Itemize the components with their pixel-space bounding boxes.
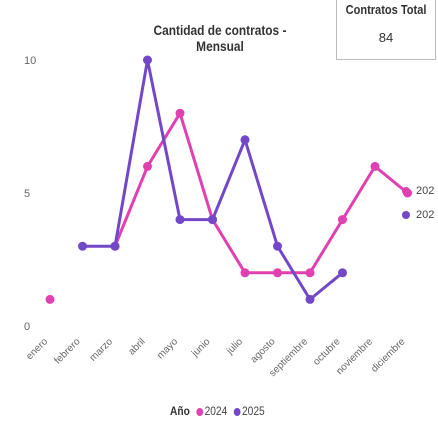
x-tick-label: junio bbox=[189, 336, 213, 360]
legend-dot-2024 bbox=[196, 407, 203, 416]
data-point-2024 bbox=[240, 268, 250, 278]
data-point-2024 bbox=[338, 215, 347, 225]
legend-label-2025: 2025 bbox=[242, 404, 265, 418]
legend-dot-2025 bbox=[233, 407, 241, 416]
y-tick-label: 0 bbox=[24, 321, 30, 333]
legend-label-2024: 2024 bbox=[204, 404, 228, 418]
data-point-2024 bbox=[370, 161, 380, 171]
data-point-2025 bbox=[305, 294, 315, 304]
data-point-2024 bbox=[143, 161, 152, 171]
data-point-2025 bbox=[240, 135, 250, 145]
data-point-2024 bbox=[273, 268, 282, 278]
data-point-2025 bbox=[273, 241, 282, 251]
right-legend-label-2: 202 bbox=[416, 209, 435, 221]
chart-legend: Año 2024 2025 bbox=[170, 404, 265, 418]
data-point-2024 bbox=[175, 108, 185, 118]
x-tick-label: julio bbox=[224, 336, 245, 357]
right-legend-label-1: 202 bbox=[416, 185, 435, 197]
data-point-2025 bbox=[143, 55, 152, 65]
data-point-2025 bbox=[175, 215, 185, 225]
series-line-2025 bbox=[82, 58, 344, 301]
data-point-2025 bbox=[78, 241, 87, 251]
y-tick-label: 10 bbox=[24, 55, 36, 67]
x-tick-label: mayo bbox=[155, 336, 180, 361]
legend-title: Año bbox=[170, 404, 190, 418]
kpi-value: 84 bbox=[378, 30, 394, 45]
chart-title: Cantidad de contratos - Mensual bbox=[153, 22, 287, 54]
x-tick-label: diciembre bbox=[369, 336, 408, 375]
x-tick-label: enero bbox=[24, 336, 50, 362]
x-tick-label: agosto bbox=[249, 336, 278, 365]
right-legend-item-2: 202 bbox=[402, 209, 434, 221]
data-point-2025 bbox=[338, 268, 347, 278]
kpi-label: Contratos Total bbox=[345, 2, 427, 17]
x-tick-label: marzo bbox=[88, 336, 116, 364]
x-tick-label: octubre bbox=[311, 336, 343, 368]
x-tick-label: abril bbox=[126, 336, 147, 357]
data-point-2025 bbox=[208, 215, 217, 225]
kpi-card: Contratos Total 84 bbox=[336, 0, 436, 60]
right-legend-item-1: 202 bbox=[402, 185, 434, 197]
y-tick-label: 5 bbox=[24, 188, 30, 200]
x-tick-label: febrero bbox=[52, 336, 82, 366]
right-legend-dot-1 bbox=[402, 187, 410, 196]
data-point-2024 bbox=[45, 294, 55, 304]
right-legend-dot-2 bbox=[402, 211, 410, 220]
data-point-2025 bbox=[110, 241, 120, 251]
data-point-2024 bbox=[305, 268, 315, 278]
